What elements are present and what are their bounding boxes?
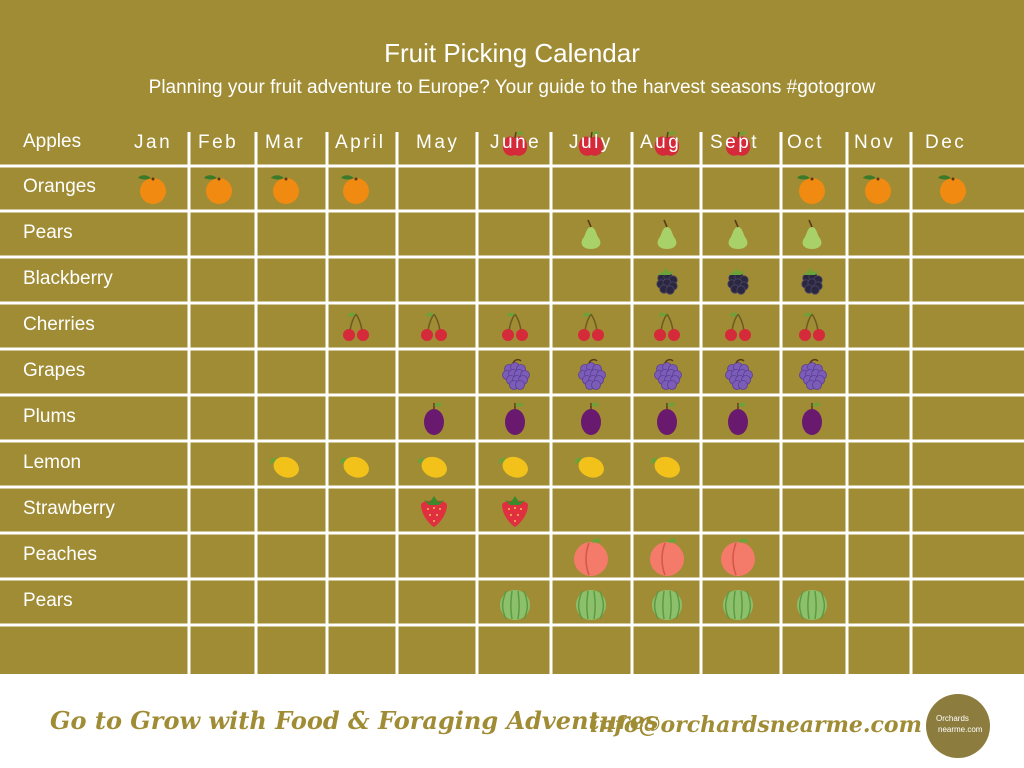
grapes-icon bbox=[502, 358, 530, 390]
plum-icon bbox=[581, 402, 601, 435]
pear-icon bbox=[657, 219, 677, 249]
plum-icon bbox=[802, 402, 822, 435]
lemon-icon bbox=[418, 456, 447, 478]
month-header-mar: Mar bbox=[265, 132, 306, 153]
lemon-icon bbox=[499, 456, 528, 478]
month-header-jan: Jan bbox=[134, 132, 173, 153]
strawberry-icon bbox=[502, 496, 528, 527]
fruit-label: Oranges bbox=[23, 176, 96, 197]
peach-icon bbox=[574, 538, 608, 576]
melon-icon bbox=[652, 590, 682, 620]
apple-icon bbox=[502, 131, 528, 156]
lemon-icon bbox=[575, 456, 604, 478]
strawberry-icon bbox=[421, 496, 447, 527]
plum-icon bbox=[657, 402, 677, 435]
pear-icon bbox=[728, 219, 748, 249]
orange-icon bbox=[797, 175, 825, 204]
peach-icon bbox=[721, 538, 755, 576]
fruit-label: Cherries bbox=[23, 314, 95, 335]
page-subtitle: Planning your fruit adventure to Europe?… bbox=[148, 77, 876, 98]
apple-icon bbox=[725, 131, 751, 156]
plum-icon bbox=[728, 402, 748, 435]
month-header-july: July bbox=[569, 132, 613, 153]
month-header-dec: Dec bbox=[925, 132, 967, 153]
month-header-june: June bbox=[490, 132, 542, 153]
fruit-label: Grapes bbox=[23, 360, 86, 381]
peach-icon bbox=[650, 538, 684, 576]
month-header-feb: Feb bbox=[198, 132, 239, 153]
melon-icon bbox=[723, 590, 753, 620]
blackberry-icon bbox=[801, 268, 823, 295]
orange-icon bbox=[938, 175, 966, 204]
cherries-icon bbox=[725, 312, 751, 341]
orange-icon bbox=[341, 175, 369, 204]
orange-icon bbox=[138, 175, 166, 204]
lemon-icon bbox=[340, 456, 369, 478]
fruit-label: Blackberry bbox=[23, 268, 113, 289]
month-header-oct: Oct bbox=[787, 132, 825, 153]
fruit-label: Apples bbox=[23, 131, 82, 152]
melon-icon bbox=[797, 590, 827, 620]
blackberry-icon bbox=[727, 268, 749, 295]
month-header-may: May bbox=[416, 132, 460, 153]
fruit-label: Plums bbox=[23, 406, 76, 427]
cherries-icon bbox=[654, 312, 680, 341]
orange-icon bbox=[863, 175, 891, 204]
fruit-label: Peaches bbox=[23, 544, 97, 565]
logo-line-2: nearme.com bbox=[938, 725, 983, 734]
blackberry-icon bbox=[656, 268, 678, 295]
cherries-icon bbox=[343, 312, 369, 341]
lemon-icon bbox=[270, 456, 299, 478]
lemon-icon bbox=[651, 456, 680, 478]
footer-email[interactable]: info@orchardsnearme.com bbox=[590, 712, 922, 738]
grapes-icon bbox=[799, 358, 827, 390]
orchards-logo: Orchards nearme.com bbox=[926, 694, 990, 758]
logo-line-1: Orchards bbox=[936, 714, 969, 723]
month-header-aug: Aug bbox=[640, 132, 682, 153]
orange-icon bbox=[271, 175, 299, 204]
cherries-icon bbox=[502, 312, 528, 341]
calendar-grid bbox=[0, 131, 1024, 674]
cherries-icon bbox=[799, 312, 825, 341]
month-header-sept: Sept bbox=[710, 132, 760, 153]
fruit-label: Strawberry bbox=[23, 498, 115, 519]
month-header-nov: Nov bbox=[854, 132, 896, 153]
fruit-label: Lemon bbox=[23, 452, 82, 473]
fruit-label: Pears bbox=[23, 590, 73, 611]
footer-tagline: Go to Grow with Food & Foraging Adventur… bbox=[50, 706, 659, 735]
month-header-april: April bbox=[335, 132, 386, 153]
cherries-icon bbox=[421, 312, 447, 341]
melon-icon bbox=[576, 590, 606, 620]
pear-icon bbox=[802, 219, 822, 249]
plum-icon bbox=[424, 402, 444, 435]
pear-icon bbox=[581, 219, 601, 249]
grapes-icon bbox=[654, 358, 682, 390]
page-title: Fruit Picking Calendar bbox=[384, 38, 640, 68]
melon-icon bbox=[500, 590, 530, 620]
cherries-icon bbox=[578, 312, 604, 341]
grapes-icon bbox=[725, 358, 753, 390]
calendar-board: Fruit Picking Calendar Planning your fru… bbox=[0, 0, 1024, 674]
orange-icon bbox=[204, 175, 232, 204]
apple-icon bbox=[578, 131, 604, 156]
grapes-icon bbox=[578, 358, 606, 390]
plum-icon bbox=[505, 402, 525, 435]
fruit-label: Pears bbox=[23, 222, 73, 243]
apple-icon bbox=[654, 131, 680, 156]
